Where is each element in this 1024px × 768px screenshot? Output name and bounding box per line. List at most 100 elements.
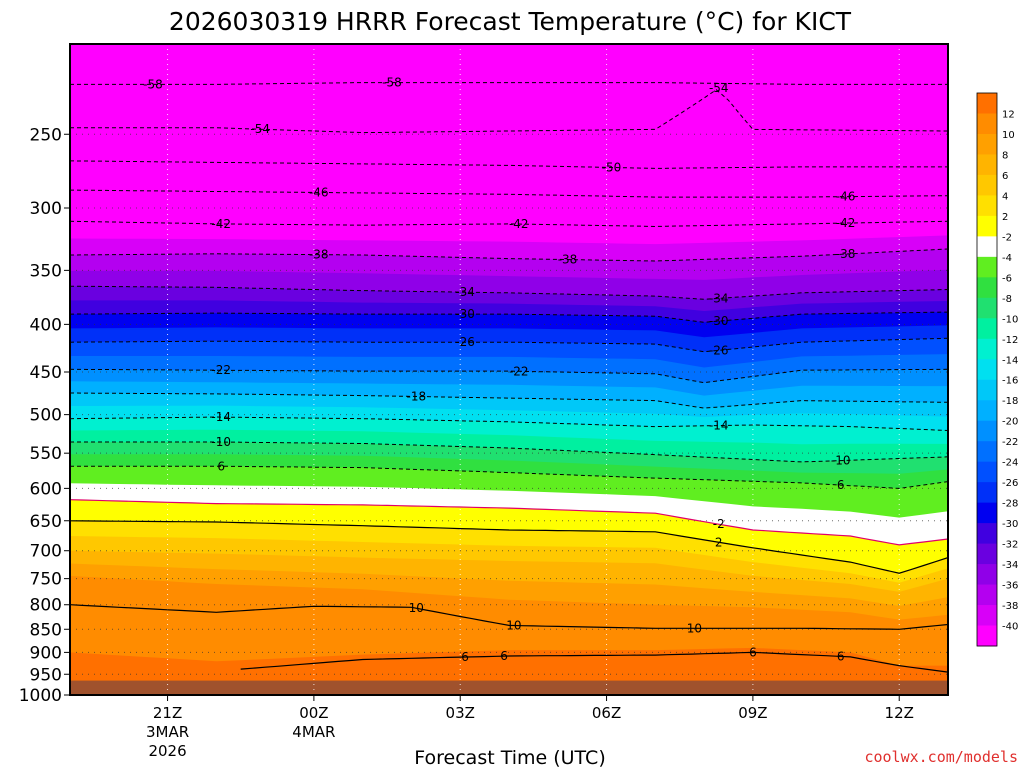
isotherm-label: -22 bbox=[509, 364, 529, 378]
colorbar-swatch bbox=[977, 236, 997, 258]
y-tick-label: 300 bbox=[30, 199, 62, 219]
colorbar-label: -10 bbox=[1002, 314, 1018, 325]
contour-label: 10 bbox=[506, 619, 521, 633]
isotherm-label: -14 bbox=[211, 410, 231, 424]
contour-label: 10 bbox=[409, 601, 424, 615]
colorbar-label: 12 bbox=[1002, 109, 1015, 120]
colorbar-label: -14 bbox=[1002, 355, 1018, 366]
contours: -58 -58 -54 -54 -50 -46 -46 -42 -42 -42 -38 -38 -38 -… bbox=[70, 76, 948, 673]
isotherm-label: -46 bbox=[309, 185, 329, 199]
x-axis-label: Forecast Time (UTC) bbox=[414, 747, 605, 768]
colorbar-swatch bbox=[977, 584, 997, 606]
colorbar-label: -22 bbox=[1002, 437, 1018, 448]
colorbar-swatch bbox=[977, 256, 997, 278]
isotherm-label: 6 bbox=[217, 459, 225, 473]
colorbar-swatch bbox=[977, 420, 997, 442]
isotherm-label: -42 bbox=[836, 216, 856, 230]
colorbar-label: -32 bbox=[1002, 540, 1018, 551]
isotherm-label: -50 bbox=[602, 160, 622, 174]
y-tick-label: 1000 bbox=[19, 686, 62, 706]
isotherm-label: -30 bbox=[455, 307, 475, 321]
ground bbox=[70, 680, 948, 695]
contour-label: -2 bbox=[713, 517, 725, 531]
isotherm-label: -42 bbox=[211, 217, 231, 231]
colorbar-swatch bbox=[977, 441, 997, 463]
y-tick-label: 450 bbox=[30, 363, 62, 383]
colorbar-swatch bbox=[977, 359, 997, 381]
contour-6 bbox=[240, 651, 948, 673]
contour-2 bbox=[70, 520, 948, 574]
isotherm-label: -38 bbox=[309, 248, 329, 262]
colorbar-swatch bbox=[977, 318, 997, 340]
colorbar-label: 6 bbox=[1002, 171, 1008, 182]
colorbar-swatch bbox=[977, 338, 997, 360]
credit-text: coolwx.com/models bbox=[864, 748, 1018, 766]
isotherm-label: -46 bbox=[836, 190, 856, 204]
y-tick-label: 700 bbox=[30, 542, 62, 562]
isotherm-label: -54 bbox=[250, 122, 270, 136]
isotherm--14 bbox=[70, 416, 948, 431]
isotherm-label: -42 bbox=[509, 217, 529, 231]
contour-label: 6 bbox=[837, 649, 845, 663]
colorbar-label: -4 bbox=[1002, 253, 1012, 264]
isotherm--42 bbox=[70, 220, 948, 228]
isotherm-label: -14 bbox=[709, 419, 729, 433]
colorbar-label: 4 bbox=[1002, 191, 1008, 202]
colorbar-swatch bbox=[977, 461, 997, 483]
colorbar-label: -36 bbox=[1002, 581, 1018, 592]
y-tick-label: 600 bbox=[30, 479, 62, 499]
y-tick-label: 500 bbox=[30, 406, 62, 426]
colorbar-label: -12 bbox=[1002, 335, 1018, 346]
colorbar-swatch bbox=[977, 523, 997, 545]
contour--2 bbox=[70, 499, 948, 546]
y-tick-label: 800 bbox=[30, 596, 62, 616]
plot-frame bbox=[69, 43, 949, 696]
isotherm--38 bbox=[70, 248, 948, 262]
colorbar-swatch bbox=[977, 195, 997, 217]
colorbar-label: -28 bbox=[1002, 499, 1018, 510]
colorbar-label: 2 bbox=[1002, 212, 1008, 223]
colorbar-label: -24 bbox=[1002, 458, 1018, 469]
colorbar-swatch bbox=[977, 605, 997, 627]
contour-label: 6 bbox=[461, 650, 469, 664]
isotherm-label: -38 bbox=[836, 247, 856, 261]
chart-title: 2026030319 HRRR Forecast Temperature (°C… bbox=[169, 7, 852, 36]
colorbar-swatch bbox=[977, 400, 997, 422]
contour-label: 6 bbox=[500, 649, 508, 663]
colorbar: 12 10 8 6 4 2 -2 -4 -6 -8 -10 -12 -14 -16 -18 -20 -22 -24… bbox=[976, 92, 1018, 647]
colorbar-swatch bbox=[977, 482, 997, 504]
contour-label: 2 bbox=[715, 535, 723, 549]
colorbar-label: -40 bbox=[1002, 622, 1018, 633]
y-tick-label: 900 bbox=[30, 643, 62, 663]
isotherm-label: -34 bbox=[455, 285, 475, 299]
isotherm--6 bbox=[70, 465, 948, 489]
colorbar-swatch bbox=[977, 215, 997, 237]
y-tick-label: 550 bbox=[30, 444, 62, 464]
colorbar-swatch bbox=[977, 625, 997, 647]
colorbar-label: -20 bbox=[1002, 417, 1018, 428]
isotherm-label: -22 bbox=[211, 363, 231, 377]
isotherm-label: -26 bbox=[709, 343, 729, 357]
isotherm-label: -58 bbox=[143, 77, 163, 91]
colorbar-swatch bbox=[977, 564, 997, 586]
isotherm--46 bbox=[70, 189, 948, 198]
colorbar-swatch bbox=[977, 133, 997, 155]
isotherm--58 bbox=[70, 82, 948, 85]
gridlines bbox=[70, 44, 948, 696]
colorbar-label: -38 bbox=[1002, 601, 1018, 612]
contour-label: 10 bbox=[687, 621, 702, 635]
colorbar-label: -26 bbox=[1002, 478, 1018, 489]
isotherm-label: -58 bbox=[382, 76, 402, 90]
colorbar-label: -18 bbox=[1002, 396, 1018, 407]
contour-label: 6 bbox=[749, 645, 757, 659]
colorbar-swatch bbox=[977, 174, 997, 196]
colorbar-label: 10 bbox=[1002, 130, 1015, 141]
y-tick-label: 650 bbox=[30, 512, 62, 532]
colorbar-swatch bbox=[977, 543, 997, 565]
x-tick-date: 3MAR bbox=[146, 723, 189, 741]
plot-area: -58 -58 -54 -54 -50 -46 -46 -42 -42 -42 -38 -38 -38 -… bbox=[69, 43, 949, 696]
colorbar-swatch bbox=[977, 502, 997, 524]
x-tick-label: 03Z bbox=[446, 704, 475, 722]
